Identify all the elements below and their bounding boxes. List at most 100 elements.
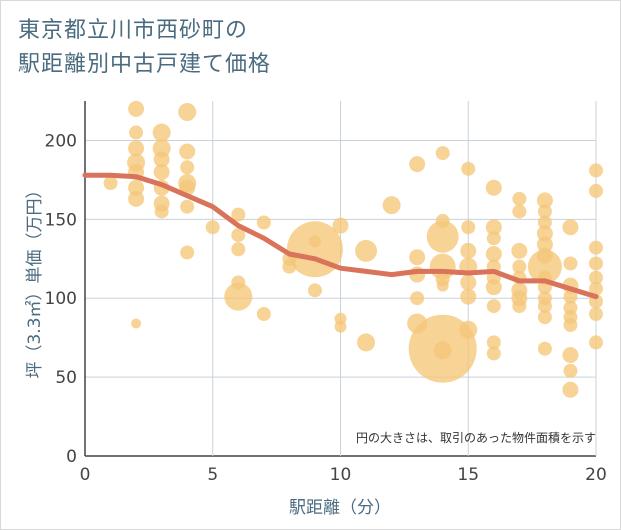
y-tick-label: 0 bbox=[66, 447, 77, 467]
data-bubble bbox=[178, 103, 197, 122]
trend-line bbox=[82, 172, 599, 300]
data-bubble bbox=[426, 220, 459, 253]
data-bubble bbox=[461, 161, 476, 176]
data-bubble bbox=[537, 299, 552, 314]
x-tick-label: 5 bbox=[207, 465, 218, 485]
data-bubble bbox=[537, 310, 552, 325]
data-bubble bbox=[563, 363, 578, 378]
data-bubble bbox=[536, 236, 553, 253]
data-bubble bbox=[355, 239, 378, 262]
data-bubble bbox=[486, 346, 501, 361]
data-bubble bbox=[308, 235, 321, 248]
data-bubble bbox=[256, 307, 271, 321]
data-bubble bbox=[436, 279, 449, 292]
data-bubble bbox=[334, 320, 347, 333]
x-axis-label: 駅距離（分） bbox=[289, 498, 391, 518]
data-bubble bbox=[282, 259, 297, 274]
data-bubble bbox=[128, 179, 145, 196]
data-bubble bbox=[407, 313, 428, 334]
data-bubble bbox=[589, 240, 603, 255]
data-bubble bbox=[485, 179, 502, 196]
y-axis-label: 坪（3.3㎡）単価（万円） bbox=[25, 181, 45, 378]
data-bubble bbox=[460, 288, 477, 305]
data-bubble bbox=[512, 259, 527, 274]
data-bubble bbox=[589, 183, 603, 198]
bubble-size-note: 円の大きさは、取引のあった物件面積を示す bbox=[356, 430, 596, 445]
tick-labels: 0 50 100 150 200 0 5 10 15 20 bbox=[45, 131, 607, 485]
data-bubble bbox=[536, 192, 553, 209]
data-bubble bbox=[589, 163, 603, 178]
data-bubble bbox=[589, 307, 603, 321]
data-bubble bbox=[231, 275, 246, 290]
data-bubble bbox=[589, 270, 603, 285]
data-bubble bbox=[103, 176, 118, 191]
data-bubble bbox=[537, 341, 552, 356]
data-bubble bbox=[486, 299, 501, 314]
data-bubble bbox=[536, 247, 553, 264]
data-bubble bbox=[486, 231, 501, 246]
data-bubble bbox=[205, 220, 220, 235]
data-bubble bbox=[485, 219, 502, 236]
data-bubble bbox=[179, 143, 196, 160]
data-bubble bbox=[433, 341, 452, 360]
data-bubble bbox=[562, 219, 579, 236]
data-bubble bbox=[128, 140, 145, 157]
data-bubble bbox=[460, 274, 477, 291]
data-bubble bbox=[128, 190, 145, 207]
y-tick-label: 200 bbox=[45, 131, 77, 151]
data-bubble bbox=[589, 256, 603, 271]
data-bubble bbox=[512, 191, 527, 206]
data-bubble bbox=[589, 335, 603, 350]
data-bubble bbox=[409, 156, 426, 173]
data-bubble bbox=[180, 245, 195, 260]
data-bubble bbox=[486, 335, 501, 350]
chart-title-line-2: 駅距離別中古戸建て価格 bbox=[18, 52, 272, 77]
data-bubble bbox=[382, 196, 401, 215]
data-bubble bbox=[131, 318, 142, 329]
data-bubble bbox=[128, 100, 145, 117]
data-bubble bbox=[512, 204, 527, 219]
data-bubble bbox=[180, 199, 195, 214]
data-bubble bbox=[231, 207, 246, 222]
data-bubble bbox=[537, 215, 552, 230]
data-bubble bbox=[589, 281, 603, 296]
data-bubble bbox=[152, 123, 171, 142]
data-bubble bbox=[461, 220, 476, 235]
data-bubble bbox=[129, 125, 144, 140]
data-bubble bbox=[562, 381, 579, 398]
data-bubble bbox=[527, 249, 562, 284]
data-bubble bbox=[357, 333, 376, 352]
data-bubble bbox=[154, 204, 169, 219]
data-bubble bbox=[231, 242, 246, 257]
data-bubble bbox=[256, 215, 271, 230]
data-bubble bbox=[485, 246, 502, 263]
chart-title-line-1: 東京都立川市西砂町の bbox=[18, 18, 249, 43]
x-tick-label: 0 bbox=[80, 465, 91, 485]
y-tick-label: 100 bbox=[45, 289, 77, 309]
data-bubble bbox=[410, 291, 425, 306]
data-bubble bbox=[435, 213, 450, 228]
data-bubble bbox=[563, 289, 578, 304]
data-bubble bbox=[153, 151, 170, 168]
x-tick-label: 20 bbox=[585, 465, 607, 485]
y-tick-label: 50 bbox=[55, 368, 77, 388]
data-bubble bbox=[332, 217, 349, 234]
x-tick-label: 10 bbox=[330, 465, 352, 485]
data-bubble bbox=[409, 249, 426, 266]
chart-title: 東京都立川市西砂町の 駅距離別中古戸建て価格 bbox=[18, 14, 271, 82]
data-bubble bbox=[180, 160, 195, 175]
data-bubble bbox=[307, 283, 322, 298]
data-bubble bbox=[537, 204, 552, 219]
data-bubble bbox=[459, 320, 478, 339]
data-bubble bbox=[224, 282, 253, 311]
data-bubble bbox=[460, 242, 477, 259]
data-bubble bbox=[231, 228, 246, 243]
data-bubble bbox=[512, 299, 527, 314]
y-tick-label: 150 bbox=[45, 210, 77, 230]
data-bubble bbox=[562, 347, 579, 364]
data-bubble bbox=[435, 146, 450, 161]
data-bubble bbox=[153, 164, 170, 180]
x-tick-label: 15 bbox=[457, 465, 479, 485]
data-bubble bbox=[536, 225, 553, 242]
